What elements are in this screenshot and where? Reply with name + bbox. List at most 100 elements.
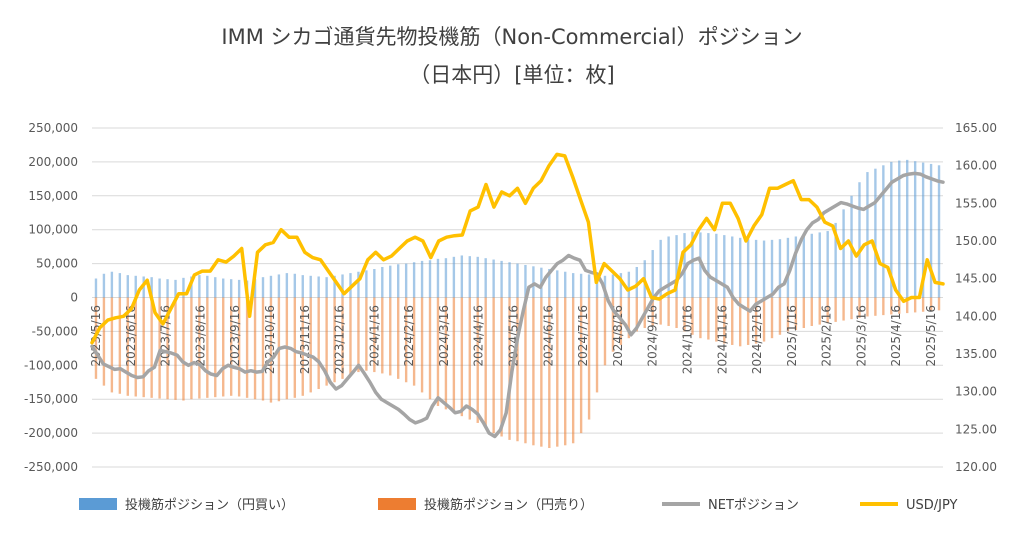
bar-yen-buy: [595, 275, 599, 298]
bar-yen-buy: [524, 264, 527, 298]
legend-usdjpy-label: USD/JPY: [906, 498, 958, 513]
x-tick-label: 2024/7/16: [576, 305, 590, 367]
bar-yen-sell: [707, 297, 710, 340]
x-tick-label: 2025/3/16: [854, 305, 868, 367]
bar-yen-sell: [468, 297, 471, 420]
left-tick-label: 150,000: [28, 189, 78, 203]
bar-yen-sell: [564, 297, 567, 446]
bar-yen-sell: [237, 297, 241, 397]
bar-yen-sell: [452, 297, 456, 413]
bar-yen-sell: [126, 297, 129, 396]
left-tick-label: -100,000: [24, 358, 78, 372]
bar-yen-buy: [500, 260, 503, 298]
bar-yen-sell: [373, 297, 376, 373]
bar-yen-sell: [253, 297, 257, 400]
bar-yen-sell: [667, 297, 670, 326]
bar-yen-buy: [110, 271, 114, 298]
bar-yen-buy: [794, 236, 798, 298]
bar-yen-buy: [571, 273, 575, 298]
x-tick-label: 2023/7/16: [159, 305, 173, 367]
bar-yen-sell: [428, 297, 432, 400]
bar-yen-buy: [516, 263, 519, 298]
bar-yen-sell: [858, 297, 861, 318]
bar-yen-buy: [659, 239, 662, 298]
bar-yen-buy: [333, 275, 336, 298]
legend-yen-buy-swatch: [79, 498, 117, 510]
bar-yen-buy: [476, 256, 479, 298]
left-tick-label: -150,000: [24, 392, 78, 406]
bar-yen-buy: [635, 266, 638, 298]
bar-yen-buy: [619, 273, 623, 298]
bar-yen-sell: [595, 297, 599, 393]
bar-yen-buy: [866, 172, 869, 298]
bar-yen-buy: [548, 269, 551, 298]
bar-yen-sell: [102, 297, 106, 386]
bar-yen-sell: [794, 297, 798, 331]
bar-yen-buy: [707, 233, 710, 298]
bar-yen-buy: [222, 278, 225, 298]
right-tick-label: 160.00: [955, 159, 997, 173]
bar-yen-buy: [556, 270, 559, 298]
x-tick-label: 2024/10/16: [680, 305, 694, 374]
bar-yen-sell: [929, 297, 933, 312]
bar-yen-sell: [723, 297, 726, 344]
bar-yen-buy: [913, 161, 917, 298]
bar-yen-sell: [269, 297, 273, 403]
bar-yen-sell: [214, 297, 217, 398]
bar-yen-sell: [381, 297, 384, 374]
bar-yen-buy: [738, 237, 742, 298]
x-tick-label: 2024/9/16: [646, 305, 660, 367]
bar-yen-buy: [269, 275, 273, 298]
bar-yen-sell: [389, 297, 392, 376]
bar-yen-sell: [882, 297, 885, 316]
x-tick-label: 2024/12/16: [750, 305, 764, 374]
legend-yen-sell-swatch: [378, 498, 416, 510]
bar-yen-buy: [492, 259, 495, 298]
x-tick-label: 2023/6/16: [124, 305, 138, 367]
bar-yen-buy: [381, 266, 384, 298]
bar-yen-sell: [341, 297, 344, 379]
bar-yen-sell: [731, 297, 734, 345]
bar-yen-sell: [110, 297, 114, 393]
bar-yen-sell: [548, 297, 551, 449]
legend-yen-sell: 投機筋ポジション（円売り）: [378, 497, 593, 513]
bar-yen-buy: [253, 279, 257, 298]
bar-yen-buy: [198, 275, 201, 298]
bar-yen-sell: [850, 297, 853, 320]
bar-yen-buy: [834, 222, 837, 298]
chart-title-line1: IMM シカゴ通貨先物投機筋（Non-Commercial）ポジション: [221, 25, 802, 49]
bar-yen-buy: [770, 239, 774, 298]
bar-yen-sell: [301, 297, 304, 396]
bar-yen-sell: [913, 297, 917, 313]
bar-yen-sell: [587, 297, 591, 420]
bar-yen-sell: [492, 297, 495, 434]
bar-yen-buy: [826, 231, 829, 298]
bar-yen-buy: [651, 250, 654, 298]
bar-yen-sell: [444, 297, 448, 410]
bar-yen-buy: [317, 276, 320, 298]
bar-yen-sell: [874, 297, 877, 316]
bar-yen-buy: [190, 276, 193, 298]
bar-yen-buy: [436, 258, 440, 298]
bar-yen-sell: [675, 297, 678, 329]
bar-yen-buy: [277, 274, 281, 298]
bar-yen-sell: [802, 297, 806, 329]
bar-yen-sell: [404, 297, 408, 383]
bar-yen-buy: [746, 239, 750, 298]
bar-yen-buy: [420, 260, 424, 298]
bar-yen-buy: [723, 235, 726, 298]
right-tick-label: 165.00: [955, 121, 997, 135]
bar-yen-sell: [754, 297, 758, 344]
bar-yen-buy: [786, 237, 790, 298]
bar-yen-buy: [174, 279, 177, 298]
x-tick-label: 2023/11/16: [298, 305, 312, 374]
left-tick-label: -50,000: [32, 324, 78, 338]
x-tick-label: 2024/2/16: [402, 305, 416, 367]
bar-yen-sell: [611, 297, 615, 352]
bar-yen-buy: [444, 258, 448, 298]
bar-yen-sell: [484, 297, 487, 427]
bar-yen-buy: [882, 165, 885, 298]
bar-yen-buy: [126, 275, 129, 298]
bar-yen-sell: [762, 297, 766, 342]
